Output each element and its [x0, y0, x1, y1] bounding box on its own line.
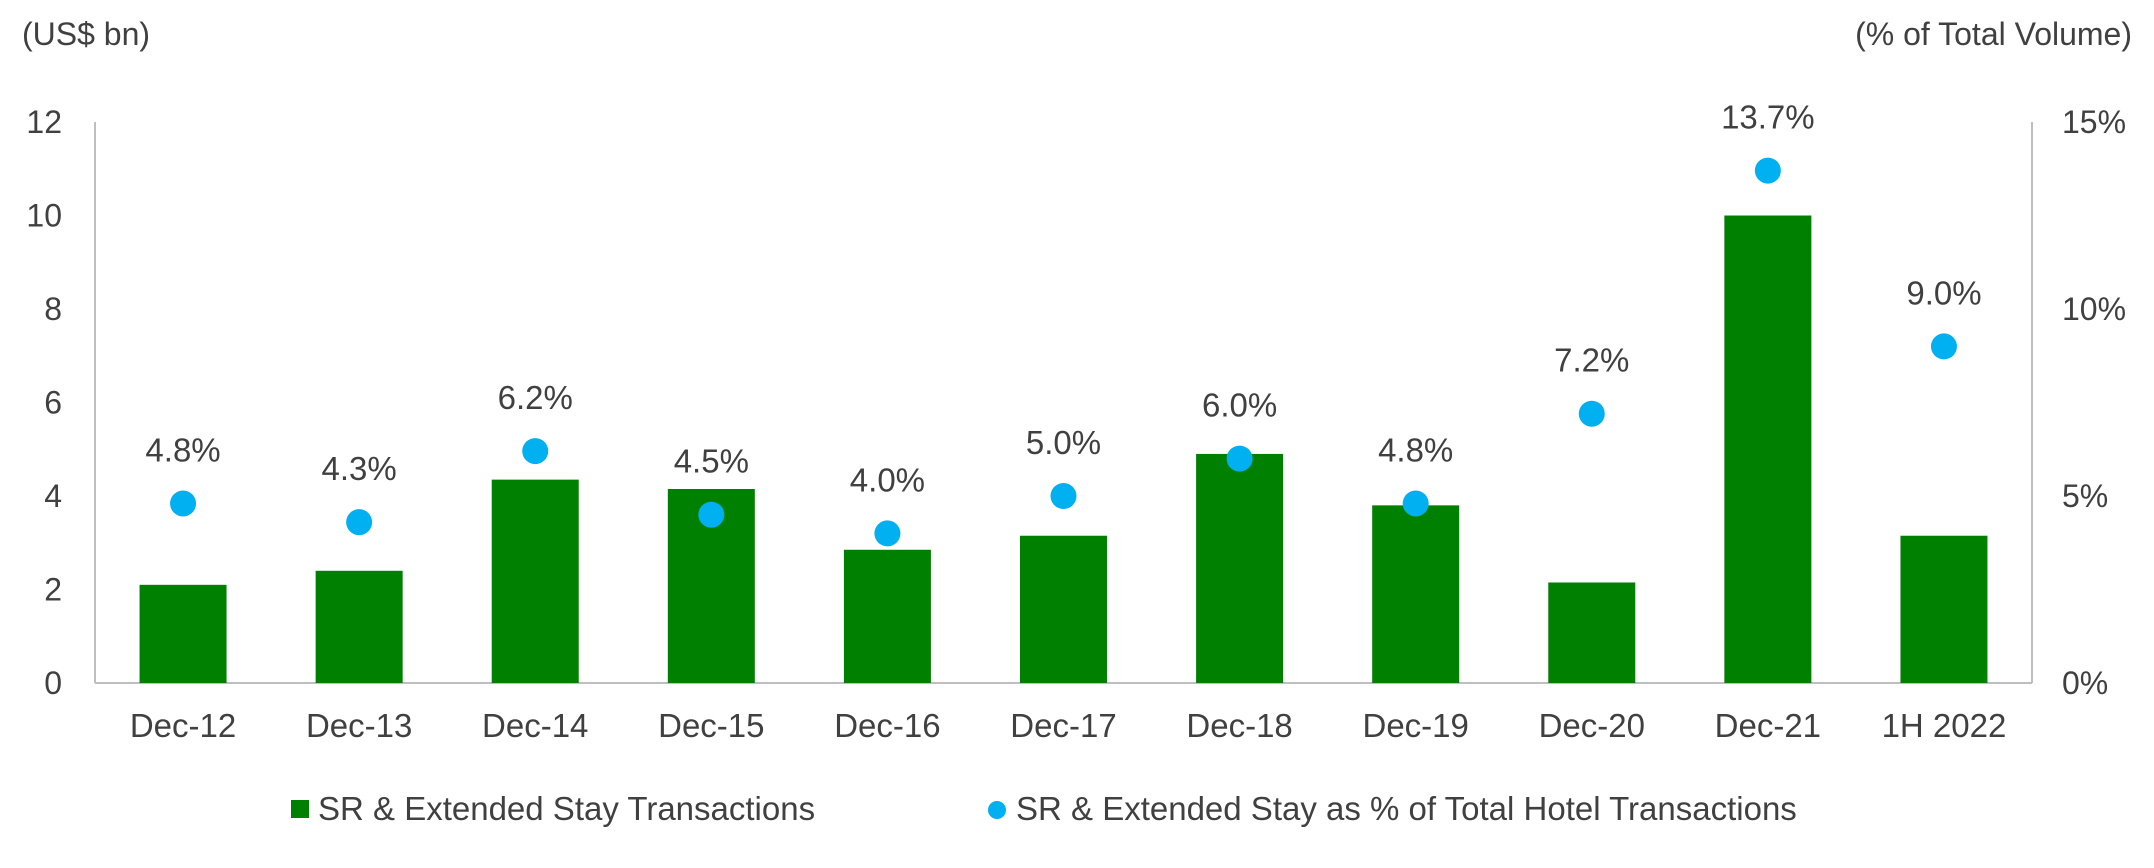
- dot-dec-21: [1754, 157, 1781, 184]
- left-axis-unit: (US$ bn): [22, 16, 150, 52]
- legend: SR & Extended Stay Transactions SR & Ext…: [291, 790, 1797, 827]
- percent-label: 9.0%: [1906, 274, 1981, 311]
- category-label: Dec-14: [482, 707, 588, 744]
- bar-series: [139, 215, 1988, 683]
- category-label: Dec-15: [658, 707, 764, 744]
- left-tick-label: 12: [26, 104, 62, 140]
- legend-dot-label: SR & Extended Stay as % of Total Hotel T…: [1016, 790, 1797, 827]
- bar-dec-20: [1548, 582, 1636, 683]
- percent-label: 5.0%: [1026, 424, 1101, 461]
- percent-label: 4.5%: [674, 443, 749, 480]
- bar-dec-21: [1724, 215, 1812, 683]
- bar-dec-12: [139, 584, 227, 683]
- percent-label: 4.8%: [145, 431, 220, 468]
- right-axis-unit: (% of Total Volume): [1855, 16, 2132, 52]
- percent-labels: 4.8% 4.3% 6.2% 4.5% 4.0% 5.0% 6.0% 4.8% 7.2% 13.7…: [145, 99, 1981, 499]
- category-label: Dec-17: [1010, 707, 1116, 744]
- percent-label: 4.3%: [322, 450, 397, 487]
- left-tick-label: 6: [44, 385, 62, 421]
- right-tick-label: 0%: [2062, 665, 2108, 701]
- left-tick-label: 0: [44, 665, 62, 701]
- right-tick-label: 10%: [2062, 291, 2126, 327]
- dot-dec-20: [1578, 400, 1605, 427]
- percent-label: 7.2%: [1554, 342, 1629, 379]
- dot-dec-18: [1226, 445, 1253, 472]
- percent-label: 6.2%: [498, 379, 573, 416]
- dot-dec-19: [1402, 490, 1429, 517]
- category-label: Dec-12: [130, 707, 236, 744]
- category-label: Dec-21: [1715, 707, 1821, 744]
- percent-label: 6.0%: [1202, 387, 1277, 424]
- dot-dec-14: [522, 438, 549, 465]
- category-label: Dec-18: [1186, 707, 1292, 744]
- left-tick-label: 8: [44, 291, 62, 327]
- left-tick-label: 10: [26, 198, 62, 234]
- category-labels: Dec-12 Dec-13 Dec-14 Dec-15 Dec-16 Dec-17 Dec-…: [130, 707, 2006, 744]
- bar-dec-14: [491, 479, 579, 683]
- bar-dec-18: [1196, 453, 1284, 683]
- right-tick-label: 15%: [2062, 104, 2126, 140]
- percent-label: 4.0%: [850, 461, 925, 498]
- dot-dec-17: [1050, 483, 1077, 509]
- bar-dec-17: [1020, 535, 1107, 683]
- bar-dec-16: [843, 549, 931, 683]
- dot-dec-13: [346, 509, 373, 536]
- bar-dec-19: [1372, 505, 1460, 683]
- category-label: Dec-20: [1539, 707, 1645, 744]
- dot-series: [170, 157, 1957, 547]
- dot-dec-12: [170, 490, 197, 517]
- legend-dot-swatch: [988, 801, 1006, 819]
- bar-1h-2022: [1900, 535, 1988, 683]
- bar-dec-13: [315, 570, 403, 683]
- dot-dec-16: [874, 520, 901, 547]
- legend-bar-label: SR & Extended Stay Transactions: [318, 790, 815, 827]
- percent-label: 13.7%: [1721, 99, 1815, 136]
- right-axis: 0% 5% 10% 15%: [2062, 104, 2126, 701]
- dot-dec-15: [698, 501, 725, 528]
- left-tick-label: 2: [44, 572, 62, 608]
- category-label: Dec-19: [1362, 707, 1468, 744]
- percent-label: 4.8%: [1378, 431, 1453, 468]
- dot-1h-2022: [1930, 333, 1957, 360]
- right-tick-label: 5%: [2062, 478, 2108, 514]
- left-axis: 0 2 4 6 8 10 12: [26, 104, 62, 701]
- category-label: 1H 2022: [1882, 707, 2007, 744]
- category-label: Dec-13: [306, 707, 412, 744]
- left-tick-label: 4: [44, 478, 62, 514]
- category-label: Dec-16: [834, 707, 940, 744]
- legend-bar-swatch: [291, 800, 309, 818]
